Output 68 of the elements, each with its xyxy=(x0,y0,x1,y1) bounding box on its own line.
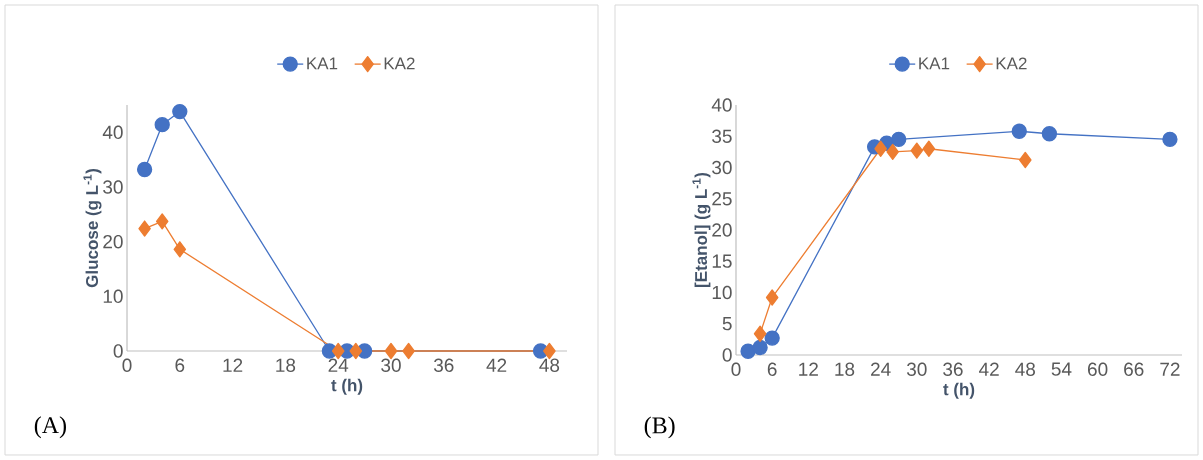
x-tick-label: 42 xyxy=(486,358,507,372)
x-tick-label: 0 xyxy=(731,362,741,376)
x-tick-label: 48 xyxy=(539,358,560,372)
y-axis-title: Glucose (g L$^{-1}$) xyxy=(83,168,102,288)
x-tick-label: 42 xyxy=(979,362,999,376)
point xyxy=(740,343,756,359)
point xyxy=(891,131,907,148)
y-axis-title: [Etanol] (g L$^{-1}$) xyxy=(692,172,711,287)
point xyxy=(764,330,780,346)
point xyxy=(349,342,363,360)
y-tick-label: 40 xyxy=(102,125,123,140)
y-tick-label: 30 xyxy=(712,160,732,175)
x-tick-label: 18 xyxy=(276,358,296,372)
legend-label: KA1 xyxy=(307,57,338,70)
x-tick-label: 36 xyxy=(433,358,454,372)
legend-label: KA1 xyxy=(919,57,950,70)
point xyxy=(753,325,767,342)
y-tick-label: 40 xyxy=(711,98,732,112)
x-tick-label: 0 xyxy=(122,358,132,372)
point xyxy=(136,161,153,178)
point xyxy=(922,140,936,157)
x-tick-label: 72 xyxy=(1160,362,1180,376)
text: (B) xyxy=(644,416,675,439)
y-tick-label: 20 xyxy=(103,234,123,249)
legend-label: KA2 xyxy=(996,57,1027,70)
x-tick-label: 36 xyxy=(943,362,963,376)
point xyxy=(172,103,188,120)
x-axis-title: t (h) xyxy=(331,378,363,395)
point xyxy=(752,339,768,356)
x-tick-label: 54 xyxy=(1051,362,1072,376)
x-tick-label: 24 xyxy=(328,358,349,372)
y-tick-label: 10 xyxy=(103,289,123,304)
y-tick-label: 15 xyxy=(712,254,732,268)
point xyxy=(138,220,151,237)
point xyxy=(173,241,187,258)
y-tick-label: 0 xyxy=(113,344,123,358)
x-tick-label: 48 xyxy=(1015,362,1036,376)
legend-label: KA2 xyxy=(384,57,415,70)
point xyxy=(155,213,169,230)
y-tick-label: 35 xyxy=(712,129,732,143)
x-tick-label: 66 xyxy=(1124,362,1144,376)
y-tick-label: 10 xyxy=(712,285,732,300)
point xyxy=(1011,123,1027,139)
text: (A) xyxy=(34,416,66,439)
x-axis-title: t (h) xyxy=(943,382,975,399)
point xyxy=(1019,151,1032,169)
y-tick-label: 25 xyxy=(712,192,732,206)
x-tick-label: 12 xyxy=(223,358,243,372)
point xyxy=(1041,126,1058,142)
y-tick-label: 0 xyxy=(722,348,732,362)
x-tick-label: 18 xyxy=(835,362,855,376)
point xyxy=(886,143,899,161)
point xyxy=(1162,131,1178,148)
x-tick-label: 6 xyxy=(175,358,185,372)
x-tick-label: 60 xyxy=(1088,362,1108,376)
x-tick-label: 24 xyxy=(871,362,891,376)
x-tick-label: 12 xyxy=(799,362,818,376)
point xyxy=(765,289,779,306)
point xyxy=(874,140,887,157)
y-tick-label: 30 xyxy=(103,180,123,194)
x-tick-label: 6 xyxy=(767,362,777,376)
point xyxy=(402,342,415,360)
point xyxy=(154,117,170,133)
x-tick-label: 30 xyxy=(381,358,401,372)
x-tick-label: 30 xyxy=(906,362,927,376)
point xyxy=(910,142,924,159)
y-tick-label: 20 xyxy=(712,223,732,237)
y-tick-label: 5 xyxy=(722,317,732,331)
